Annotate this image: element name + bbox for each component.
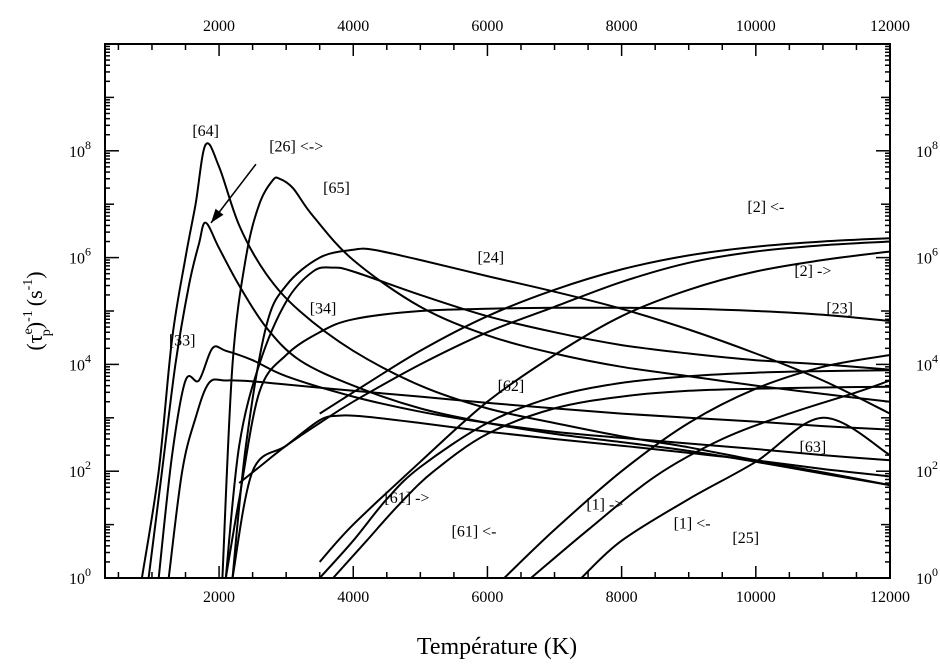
curve-label: [61] <- [452, 524, 497, 541]
y-tick-label-left: 100 [69, 565, 91, 588]
curve-label: [25] [732, 530, 759, 547]
curve-label: [33] [169, 332, 196, 349]
y-tick-label-left: 108 [69, 138, 91, 161]
curve-61 [318, 369, 890, 578]
y-tick-label-left: 104 [69, 351, 91, 374]
y-tick-label-right: 106 [916, 245, 938, 268]
x-tick-label-top: 4000 [337, 18, 369, 35]
x-tick-label-bottom: 10000 [736, 589, 776, 606]
y-tick-label-left: 106 [69, 245, 91, 268]
curve-label: [1] <- [674, 516, 711, 533]
curve-2 [318, 250, 890, 563]
x-axis-title: Température (K) [417, 634, 577, 660]
x-tick-label-top: 2000 [203, 18, 235, 35]
axis-ticks: 2000 2000 4000 4000 6000 6000 8000 8000 10000 100… [69, 18, 938, 606]
x-tick-label-top: 12000 [870, 18, 910, 35]
curve-1 [530, 379, 890, 578]
y-tick-label-right: 100 [916, 565, 938, 588]
curve-62 [167, 378, 890, 578]
x-tick-label-bottom: 6000 [471, 589, 503, 606]
x-tick-label-top: 10000 [736, 18, 776, 35]
curve-label: [1] -> [586, 496, 623, 513]
y-tick-label-right: 104 [916, 351, 938, 374]
curve-24 [231, 247, 890, 578]
curve-label: [63] [800, 439, 827, 456]
x-tick-label-bottom: 12000 [870, 589, 910, 606]
curve-label: [64] [192, 123, 219, 140]
curve-label: [34] [310, 300, 337, 317]
y-axis-title: (τe p)-1(s-1) [21, 271, 54, 350]
y-tick-label-left: 102 [69, 458, 91, 481]
curve-label: [2] <- [747, 199, 784, 216]
curve-label: [24] [477, 250, 504, 267]
x-tick-label-bottom: 4000 [337, 589, 369, 606]
curve-c10 [238, 240, 890, 484]
curve-labels: [64] [26] <-> [65] [24] [34] [33] [62] [23] [63]… [169, 123, 853, 547]
annotation-arrow [210, 163, 257, 224]
y-tick-label-right: 102 [916, 458, 938, 481]
curve-25 [580, 416, 890, 578]
curve-2 [319, 237, 890, 415]
curve-64 [140, 142, 890, 578]
curve-61 [332, 385, 890, 578]
curve-26 [147, 221, 890, 578]
x-tick-label-top: 6000 [471, 18, 503, 35]
curve-label: [61] -> [384, 490, 429, 507]
plot-frame [104, 43, 891, 579]
curve-label: [26] <-> [269, 139, 323, 156]
x-tick-label-bottom: 2000 [203, 589, 235, 606]
arrow-head [211, 208, 224, 223]
curve-65 [221, 176, 890, 578]
x-tick-label-bottom: 8000 [606, 589, 638, 606]
curve-23 [224, 306, 890, 578]
curve-label: [23] [826, 300, 853, 317]
series-curves [140, 142, 890, 578]
curve-63 [231, 414, 890, 578]
curve-33 [157, 345, 890, 578]
y-tick-label-right: 108 [916, 138, 938, 161]
curve-label: [2] -> [794, 263, 831, 280]
curve-label: [65] [323, 180, 350, 197]
curve-label: [62] [498, 378, 525, 395]
x-tick-label-top: 8000 [606, 18, 638, 35]
curve-1 [503, 354, 890, 578]
